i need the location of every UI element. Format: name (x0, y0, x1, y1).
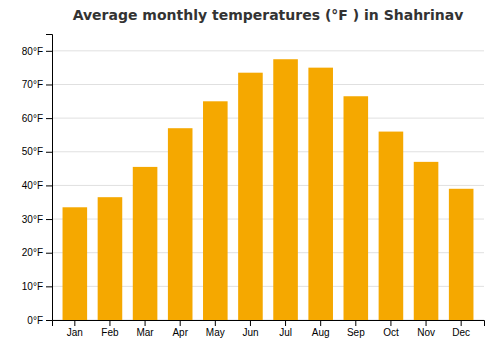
x-tick-label: Oct (383, 327, 399, 338)
y-tick-mark (46, 320, 52, 321)
bar (379, 132, 404, 320)
y-tick-label: 0°F (27, 315, 43, 326)
grid-line (52, 84, 484, 85)
x-tick-label: Mar (136, 327, 154, 338)
bar (203, 101, 228, 320)
x-tick-label: Apr (172, 327, 188, 338)
x-tick-mark (109, 320, 110, 326)
grid-line (52, 118, 484, 119)
y-tick-mark (46, 286, 52, 287)
plot: Jan Feb Mar Apr May Jun Jul Aug Sep Oct Nov Dec 0°F 1… (22, 35, 485, 339)
y-tick-mark (46, 118, 52, 119)
x-tick: Sep (347, 320, 365, 338)
x-tick: Aug (312, 320, 330, 338)
x-tick-label: Jun (242, 327, 258, 338)
x-tick-label: Jul (279, 327, 292, 338)
x-tick-mark (390, 320, 391, 326)
x-tick: Apr (172, 320, 188, 338)
x-tick-mark (285, 320, 286, 326)
x-tick-mark (461, 320, 462, 326)
x-tick-mark (250, 320, 251, 326)
x-tick-label: Sep (347, 327, 365, 338)
y-tick-mark (46, 185, 52, 186)
y-axis: 0°F 10°F 20°F 30°F 40°F 50°F 60°F 70°F 80°F (22, 35, 53, 326)
grid-line (52, 151, 484, 152)
bar (308, 68, 333, 320)
y-tick: 50°F (22, 146, 52, 157)
bar (414, 162, 439, 320)
bar (238, 73, 263, 320)
x-tick: Oct (383, 320, 399, 338)
bar (449, 189, 474, 320)
x-tick: May (206, 320, 225, 338)
x-tick-label: Aug (312, 327, 330, 338)
x-tick: Dec (452, 320, 470, 338)
x-tick: Mar (136, 320, 154, 338)
grid (52, 51, 484, 320)
title: Average monthly temperatures (°F ) in Sh… (73, 7, 464, 23)
y-tick: 80°F (22, 46, 52, 57)
x-tick-label: Dec (452, 327, 470, 338)
x-tick-mark (426, 320, 427, 326)
x-tick: Jan (67, 320, 83, 338)
y-tick-mark (46, 51, 52, 52)
x-tick-label: May (206, 327, 225, 338)
bar (344, 96, 369, 320)
x-tick-mark (180, 320, 181, 326)
x-axis-line (53, 321, 485, 327)
y-tick-mark (46, 152, 52, 153)
y-tick: 70°F (22, 79, 52, 90)
y-tick: 60°F (22, 113, 52, 124)
x-tick-mark (320, 320, 321, 326)
y-tick-label: 20°F (22, 247, 43, 258)
x-tick-label: Feb (101, 327, 119, 338)
bars (63, 59, 474, 320)
x-tick-mark (74, 320, 75, 326)
y-tick: 40°F (22, 180, 52, 191)
chart: Jan Feb Mar Apr May Jun Jul Aug Sep Oct Nov Dec 0°F 1… (0, 0, 500, 350)
y-tick-label: 30°F (22, 214, 43, 225)
x-tick-mark (145, 320, 146, 326)
y-axis-line (46, 35, 53, 321)
x-tick: Feb (101, 320, 119, 338)
bar (63, 207, 88, 320)
y-tick-label: 10°F (22, 281, 43, 292)
y-tick-mark (46, 253, 52, 254)
x-axis: Jan Feb Mar Apr May Jun Jul Aug Sep Oct Nov Dec (53, 320, 485, 338)
y-tick-label: 40°F (22, 180, 43, 191)
y-tick-mark (46, 84, 52, 85)
y-tick: 0°F (27, 315, 52, 326)
y-tick: 20°F (22, 247, 52, 258)
y-tick: 30°F (22, 214, 52, 225)
y-tick: 10°F (22, 281, 52, 292)
bar (168, 128, 193, 320)
grid-line (52, 50, 484, 51)
bar (133, 167, 158, 320)
x-tick: Nov (417, 320, 435, 338)
x-tick-mark (355, 320, 356, 326)
x-tick: Jun (242, 320, 258, 338)
y-tick-label: 70°F (22, 79, 43, 90)
bar (273, 59, 298, 320)
x-tick: Jul (279, 320, 292, 338)
y-tick-label: 50°F (22, 146, 43, 157)
x-tick-label: Jan (67, 327, 83, 338)
bar (98, 197, 123, 320)
x-tick-mark (215, 320, 216, 326)
y-tick-mark (46, 219, 52, 220)
y-tick-label: 80°F (22, 46, 43, 57)
y-tick-label: 60°F (22, 113, 43, 124)
x-tick-label: Nov (417, 327, 435, 338)
